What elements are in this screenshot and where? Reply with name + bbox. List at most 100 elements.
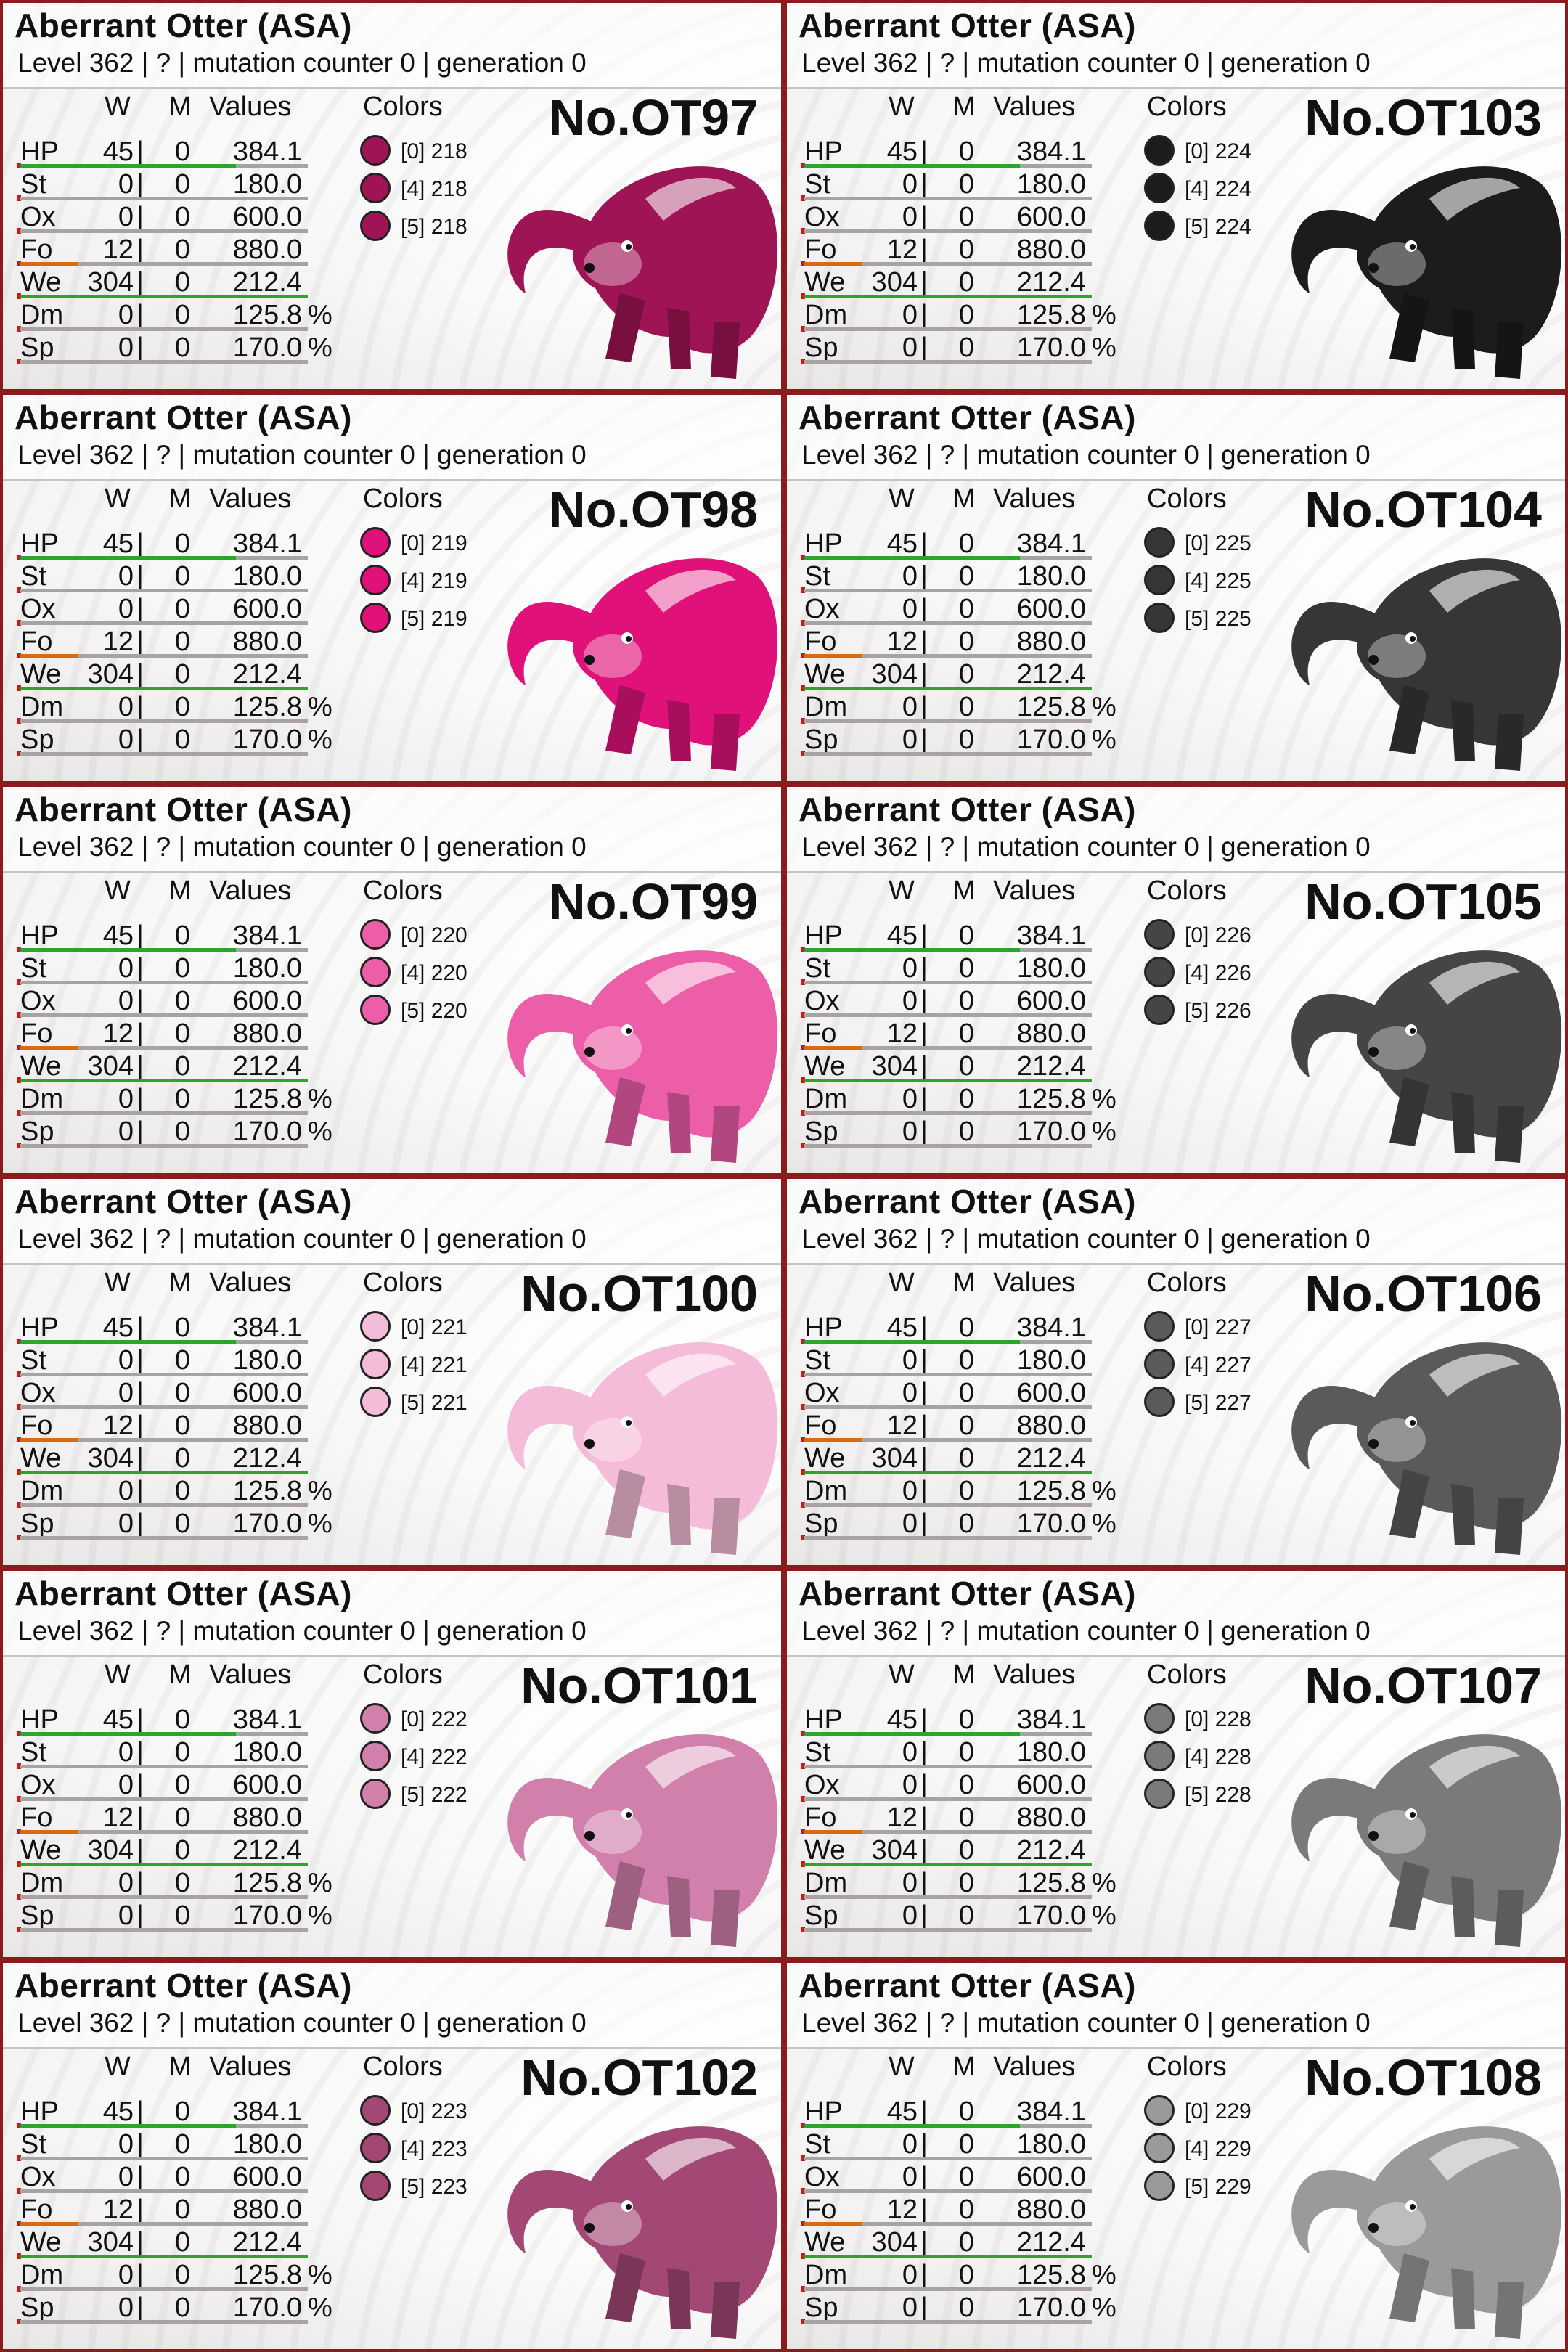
otter-rear-leg: [711, 1106, 740, 1163]
stat-wild-points: 0: [118, 332, 134, 363]
creature-card[interactable]: Aberrant Otter (ASA) Level 362 | ? | mut…: [0, 1568, 784, 1960]
stat-wild-points: 0: [118, 692, 134, 722]
stat-name: Ox: [20, 1378, 56, 1408]
otter-front-leg: [1389, 1077, 1429, 1146]
color-swatch-label: [5] 218: [401, 215, 467, 239]
stat-value: 880.0: [1016, 2194, 1086, 2225]
creature-card[interactable]: Aberrant Otter (ASA) Level 362 | ? | mut…: [0, 784, 784, 1176]
stat-mutation-points: 0: [958, 1737, 974, 1768]
stat-bar-marker: [17, 587, 21, 593]
stat-row: HP 45 | 0 384.1: [3, 1703, 337, 1736]
stat-wild-points: 45: [886, 2096, 918, 2127]
creature-card[interactable]: Aberrant Otter (ASA) Level 362 | ? | mut…: [0, 0, 784, 392]
stat-mutation-points: 0: [958, 300, 974, 330]
stat-value: 880.0: [1016, 1018, 1086, 1049]
creature-card[interactable]: Aberrant Otter (ASA) Level 362 | ? | mut…: [784, 1960, 1568, 2352]
creature-card[interactable]: Aberrant Otter (ASA) Level 362 | ? | mut…: [0, 392, 784, 784]
otter-mid-leg: [667, 2268, 691, 2329]
stat-bar-marker: [801, 1110, 805, 1116]
stat-row: Ox 0 | 0 600.0: [787, 592, 1121, 626]
color-swatch-circle: [360, 919, 391, 950]
stat-name: St: [20, 1737, 46, 1768]
otter-pupil: [1410, 636, 1416, 642]
stat-bar-fill: [20, 1079, 308, 1082]
color-swatch-circle: [360, 1779, 391, 1809]
color-swatch-label: [4] 222: [401, 1745, 467, 1769]
stat-row: HP 45 | 0 384.1: [787, 2095, 1121, 2128]
stat-bar-fill: [804, 556, 1020, 560]
stat-bar-marker: [801, 653, 805, 658]
stat-wild-points: 0: [902, 2129, 918, 2160]
creature-title: Aberrant Otter (ASA): [799, 7, 1136, 44]
creature-card[interactable]: Aberrant Otter (ASA) Level 362 | ? | mut…: [784, 784, 1568, 1176]
color-swatch-circle: [360, 173, 391, 203]
creature-card[interactable]: Aberrant Otter (ASA) Level 362 | ? | mut…: [784, 1568, 1568, 1960]
column-header-colors: Colors: [1147, 1659, 1227, 1690]
stat-bar-fill: [20, 654, 78, 658]
stat-percent-sign: %: [308, 1508, 332, 1539]
color-swatch-label: [0] 227: [1185, 1315, 1251, 1339]
stat-wild-points: 0: [902, 724, 918, 755]
stat-bar-marker: [801, 2221, 805, 2226]
color-swatch-circle: [1144, 211, 1175, 241]
stat-bar-track: [804, 1046, 1092, 1050]
stat-name: Ox: [20, 594, 56, 624]
otter-face: [584, 2202, 642, 2246]
stat-bar-marker: [17, 947, 21, 952]
card-header: Aberrant Otter (ASA) Level 362 | ? | mut…: [3, 1571, 781, 1657]
stat-bar-track: [20, 197, 308, 200]
card-header: Aberrant Otter (ASA) Level 362 | ? | mut…: [787, 1571, 1565, 1657]
stat-mutation-points: 0: [174, 1868, 190, 1898]
stat-wild-points: 304: [87, 1051, 134, 1082]
stat-bar-track: [804, 1503, 1092, 1507]
stat-separator: |: [920, 2129, 928, 2160]
color-swatch-circle: [360, 1741, 391, 1771]
stat-wild-points: 45: [886, 136, 918, 167]
stat-mutation-points: 0: [958, 986, 974, 1016]
stat-name: Ox: [20, 986, 56, 1016]
stat-value: 125.8: [1016, 1084, 1086, 1114]
stat-wild-points: 304: [871, 2227, 918, 2258]
column-header-colors: Colors: [363, 483, 443, 514]
color-swatch-label: [0] 219: [401, 531, 467, 555]
stat-separator: |: [136, 986, 144, 1016]
otter-stripe: [1429, 2137, 1520, 2181]
creature-card[interactable]: Aberrant Otter (ASA) Level 362 | ? | mut…: [0, 1960, 784, 2352]
stat-mutation-points: 0: [958, 692, 974, 722]
color-swatch-circle: [1144, 1703, 1175, 1734]
stat-separator: |: [920, 528, 928, 559]
stat-name: We: [804, 1835, 846, 1866]
stat-value: 212.4: [232, 1835, 302, 1866]
stat-row: Ox 0 | 0 600.0: [787, 984, 1121, 1018]
stat-bar-marker: [801, 685, 805, 691]
stat-mutation-points: 0: [174, 234, 190, 265]
stat-bar-track: [20, 1373, 308, 1376]
stat-row: Dm 0 | 0 125.8 %: [3, 1474, 337, 1508]
stat-row: Sp 0 | 0 170.0 %: [787, 331, 1121, 364]
stat-bar-marker: [17, 2286, 21, 2292]
stat-bar-track: [20, 1536, 308, 1540]
stat-name: Dm: [804, 300, 848, 330]
stat-name: Fo: [20, 2194, 53, 2225]
creature-card[interactable]: Aberrant Otter (ASA) Level 362 | ? | mut…: [784, 392, 1568, 784]
creature-card[interactable]: Aberrant Otter (ASA) Level 362 | ? | mut…: [0, 1176, 784, 1568]
stat-separator: |: [920, 953, 928, 984]
stat-wild-points: 0: [902, 1508, 918, 1539]
color-swatch-row: [0] 221: [360, 1311, 505, 1346]
creature-card[interactable]: Aberrant Otter (ASA) Level 362 | ? | mut…: [784, 0, 1568, 392]
stat-bar-fill: [804, 2255, 1092, 2258]
card-header: Aberrant Otter (ASA) Level 362 | ? | mut…: [787, 1963, 1565, 2049]
creature-card[interactable]: Aberrant Otter (ASA) Level 362 | ? | mut…: [784, 1176, 1568, 1568]
otter-mid-leg: [1451, 1484, 1475, 1545]
stat-bar-track: [20, 2255, 308, 2258]
stat-bar-fill: [20, 1732, 236, 1736]
otter-pupil: [626, 1420, 632, 1426]
stat-row: HP 45 | 0 384.1: [3, 527, 337, 560]
stat-mutation-points: 0: [958, 528, 974, 559]
otter-rear-leg: [711, 1890, 740, 1947]
stat-row: We 304 | 0 212.4: [3, 1834, 337, 1867]
stat-row: We 304 | 0 212.4: [787, 1834, 1121, 1867]
stat-wild-points: 45: [102, 2096, 134, 2127]
stat-value: 384.1: [1016, 528, 1086, 559]
